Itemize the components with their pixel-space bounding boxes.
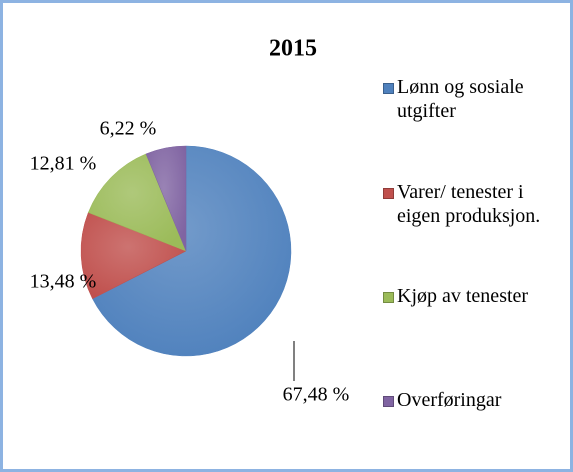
pie-slice [145, 145, 187, 252]
pie-slice [80, 212, 187, 300]
legend-entry: Kjøp av tenester [383, 284, 567, 308]
legend-swatch [383, 188, 394, 199]
chart-title: 2015 [269, 36, 317, 62]
data-label: 6,22 % [100, 118, 157, 140]
legend-swatch [383, 292, 394, 303]
legend-entry: Overføringar [383, 388, 567, 412]
data-label: 12,81 % [30, 153, 97, 175]
legend-swatch [383, 83, 394, 94]
data-label: 67,48 % [283, 384, 350, 406]
legend-label: Varer/ tenester i eigen produksjon. [397, 181, 541, 227]
legend-label: Overføringar [397, 389, 502, 411]
legend-swatch [383, 396, 394, 407]
legend-entry: Lønn og sosiale utgifter [383, 75, 567, 123]
chart: 2015 67,48 % 13,48 % 12,81 %6,22 % [30, 36, 350, 406]
pie-slice [87, 153, 187, 252]
legend-label: Lønn og sosiale utgifter [397, 76, 524, 122]
legend-entry: Varer/ tenester i eigen produksjon. [383, 180, 567, 228]
data-label: 13,48 % [30, 271, 97, 293]
legend-label: Kjøp av tenester [397, 285, 529, 307]
pie-slice [92, 145, 292, 357]
